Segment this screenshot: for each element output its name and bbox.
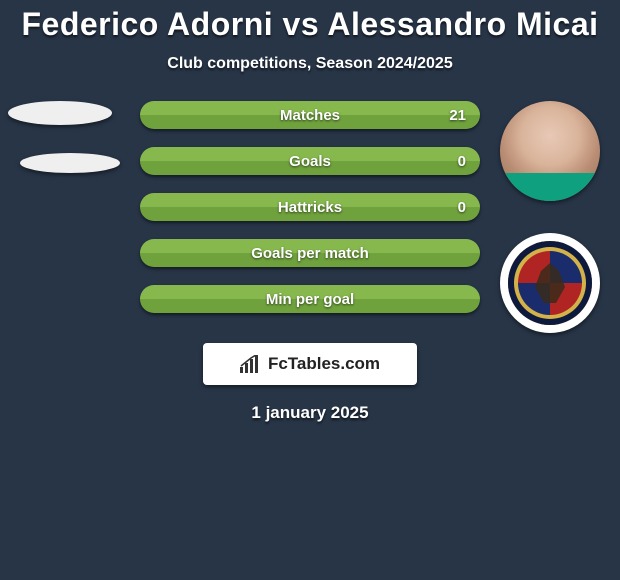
- stat-bar: Goals 0: [140, 147, 480, 175]
- stat-bar: Hattricks 0: [140, 193, 480, 221]
- club-badge-graphic: [508, 241, 592, 325]
- left-player-placeholder-2: [20, 153, 120, 173]
- left-player-placeholder-1: [8, 101, 112, 125]
- right-club-crest: [500, 233, 600, 333]
- page-title: Federico Adorni vs Alessandro Micai: [0, 0, 620, 43]
- date-line: 1 january 2025: [0, 403, 620, 423]
- stat-bar-label: Goals: [289, 153, 331, 170]
- brand-chart-icon: [240, 355, 262, 373]
- stat-bars: Matches 21 Goals 0 Hattricks 0 Goals per match…: [140, 101, 480, 331]
- stat-bar: Min per goal: [140, 285, 480, 313]
- stat-bar-value: 21: [449, 107, 466, 124]
- right-player-photo: [500, 101, 600, 201]
- bottom-fill: [0, 440, 620, 580]
- stat-bar: Matches 21: [140, 101, 480, 129]
- stat-bar-label: Goals per match: [251, 245, 369, 262]
- stat-bar-label: Hattricks: [278, 199, 342, 216]
- brand-text: FcTables.com: [268, 354, 380, 374]
- page-subtitle: Club competitions, Season 2024/2025: [0, 55, 620, 73]
- stat-bar: Goals per match: [140, 239, 480, 267]
- stat-bar-value: 0: [458, 153, 466, 170]
- stat-bar-value: 0: [458, 199, 466, 216]
- brand-box: FcTables.com: [203, 343, 417, 385]
- stat-bar-label: Matches: [280, 107, 340, 124]
- stats-area: Matches 21 Goals 0 Hattricks 0 Goals per match…: [0, 101, 620, 341]
- stat-bar-label: Min per goal: [266, 291, 354, 308]
